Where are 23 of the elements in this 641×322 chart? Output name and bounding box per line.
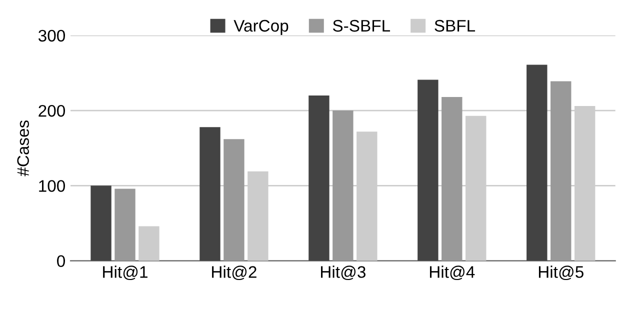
y-tick-label: 0 (57, 255, 65, 268)
bar (200, 127, 220, 261)
bar (550, 81, 572, 261)
x-tick-label: Hit@1 (103, 266, 148, 280)
bar (90, 186, 112, 261)
bar (114, 188, 136, 261)
y-axis-title: #Cases (17, 120, 29, 176)
y-tick-label: 200 (38, 104, 65, 117)
legend-label: SBFL (434, 20, 476, 32)
x-tick-label: Hit@5 (538, 266, 584, 280)
bar (308, 96, 330, 261)
bar (526, 64, 548, 261)
legend-label: VarCop (234, 20, 288, 35)
x-tick-label: Hit@3 (321, 266, 366, 280)
y-tick-label: 100 (39, 180, 65, 192)
x-tick-label: Hit@2 (212, 266, 256, 280)
bar (332, 110, 354, 261)
x-tick-label: Hit@4 (430, 266, 475, 280)
legend-label: S-SBFL (332, 20, 390, 32)
y-tick-label: 300 (38, 30, 65, 42)
bar (224, 139, 244, 261)
bar (442, 97, 462, 261)
bar (418, 80, 438, 261)
